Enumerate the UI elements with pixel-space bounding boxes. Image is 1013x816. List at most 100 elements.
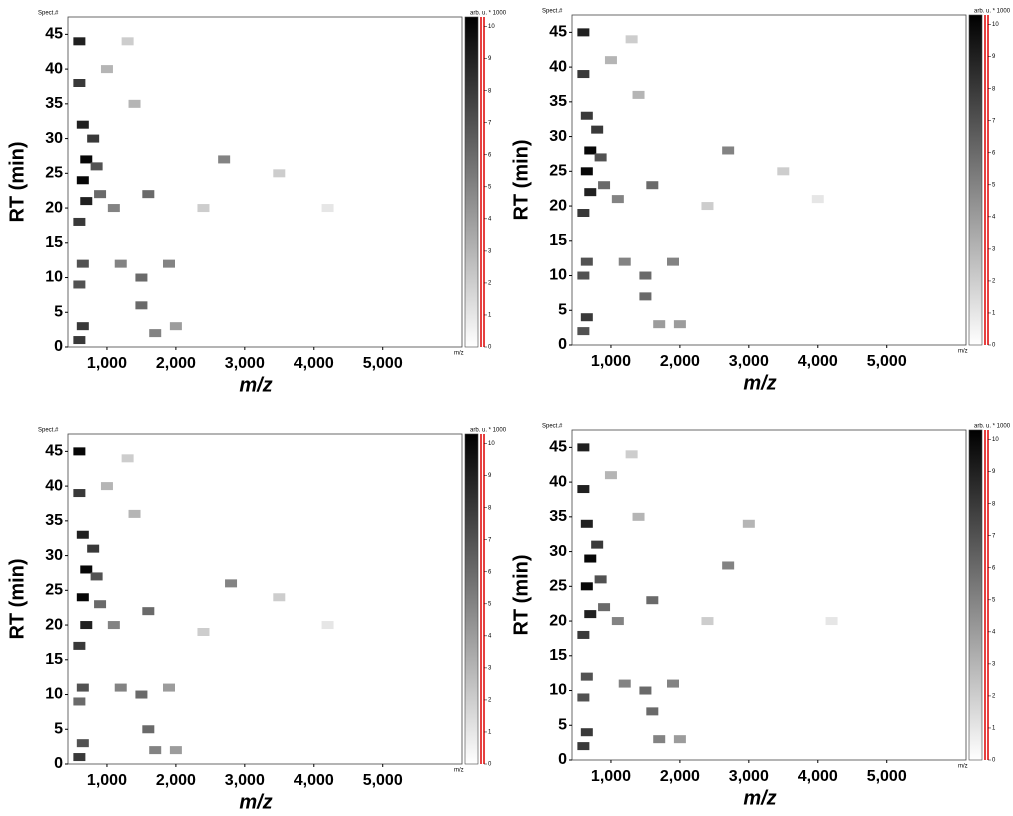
heat-cell (73, 697, 86, 706)
heat-cell (577, 693, 590, 702)
y-tick-label: 45 (45, 443, 63, 460)
heat-cell (80, 197, 93, 206)
heat-cell (73, 217, 86, 226)
y-tick-label: 25 (549, 578, 567, 595)
colorbar-tick-label: 8 (992, 501, 996, 507)
colorbar-tick-label: 5 (992, 182, 996, 188)
heat-cell (225, 579, 238, 588)
heat-cell (591, 540, 604, 549)
heat-cell (73, 489, 86, 498)
y-tick-label: 20 (45, 199, 63, 216)
heat-cell (197, 204, 210, 213)
colorbar-tick-label: 7 (992, 533, 996, 539)
x-axis-label: m/z (743, 372, 776, 394)
x-tick-label: 5,000 (363, 772, 403, 789)
y-tick-label: 0 (54, 338, 63, 355)
heat-cell (591, 125, 604, 134)
colorbar-tick-label: 10 (992, 22, 999, 28)
heat-cell (197, 628, 210, 636)
y-tick-label: 20 (549, 612, 567, 629)
heat-cell (273, 593, 286, 602)
y-tick-label: 35 (549, 508, 567, 525)
colorbar-tick-label: 2 (488, 281, 492, 287)
y-tick-label: 35 (45, 95, 63, 112)
heat-cell (639, 271, 652, 280)
heat-cell (653, 320, 666, 329)
colorbar-tick-label: 1 (992, 311, 996, 317)
x-tick-label: 3,000 (729, 768, 769, 785)
x-tick-label: 1,000 (87, 355, 127, 372)
y-tick-label: 15 (45, 651, 63, 668)
x-tick-label: 2,000 (660, 353, 700, 370)
heat-cell (625, 35, 638, 44)
heat-cell (666, 257, 679, 266)
heat-cell (107, 621, 120, 630)
y-tick-label: 25 (45, 582, 63, 599)
heat-cell (625, 450, 638, 459)
colorbar-tick-label: 4 (488, 216, 492, 222)
y-tick-label: 5 (54, 720, 63, 737)
colorbar-tick-label: 4 (488, 633, 492, 639)
colorbar-tick-label: 6 (992, 150, 996, 156)
heat-cell (580, 582, 593, 591)
heat-cell (73, 753, 86, 762)
colorbar-tick-label: 7 (488, 120, 492, 126)
colorbar-tick-label: 7 (488, 537, 492, 543)
heat-cell (577, 28, 590, 37)
y-axis-label: RT (min) (510, 554, 532, 635)
heat-cell (577, 742, 590, 751)
heat-cell (618, 679, 631, 688)
heat-cell (142, 725, 155, 734)
heat-cell (73, 79, 86, 87)
x-tick-label: 2,000 (156, 772, 196, 789)
heat-cell (114, 259, 127, 268)
x-tick-label: 1,000 (87, 772, 127, 789)
colorbar-tick-label: 6 (488, 152, 492, 158)
x-tick-label: 3,000 (225, 772, 265, 789)
heat-cell (594, 575, 607, 584)
heat-cell (639, 292, 652, 301)
colorbar-unit: m/z (454, 768, 464, 774)
heat-cell (73, 641, 86, 650)
colorbar-tick-label: 1 (488, 730, 492, 736)
y-tick-label: 15 (549, 647, 567, 664)
heat-cell (577, 327, 590, 336)
heat-cell (321, 621, 334, 630)
y-axis-label: RT (min) (6, 141, 28, 222)
heat-cell (90, 162, 103, 171)
colorbar-tick-label: 9 (488, 56, 492, 62)
heat-cell (646, 596, 659, 605)
x-tick-label: 2,000 (156, 355, 196, 372)
y-tick-label: 45 (45, 26, 63, 43)
heat-cell (618, 257, 631, 266)
corner-label: Spect.# (38, 11, 59, 17)
heat-cell (598, 181, 611, 190)
heat-cell (94, 600, 107, 609)
heat-cell (169, 746, 182, 755)
y-tick-label: 5 (558, 301, 567, 318)
colorbar-tick-label: 10 (488, 24, 495, 30)
heat-cell (604, 471, 617, 480)
heat-cell (632, 512, 645, 521)
heat-cell (722, 146, 735, 155)
colorbar-tick-label: 0 (992, 758, 996, 764)
colorbar-tick-label: 5 (488, 601, 492, 607)
y-tick-label: 25 (45, 165, 63, 182)
heat-cell (135, 690, 148, 699)
heat-cell (811, 195, 824, 204)
y-tick-label: 5 (54, 303, 63, 320)
colorbar (968, 14, 983, 346)
heat-cell (100, 65, 113, 74)
y-tick-label: 40 (45, 477, 63, 494)
heat-cell (584, 610, 597, 619)
colorbar-tick-label: 2 (488, 698, 492, 704)
colorbar-tick-label: 2 (992, 694, 996, 700)
x-tick-label: 3,000 (225, 355, 265, 372)
colorbar-tick-label: 6 (992, 565, 996, 571)
heat-cell (580, 167, 593, 176)
heat-cell (73, 37, 86, 46)
y-tick-label: 45 (549, 24, 567, 41)
x-tick-label: 4,000 (798, 353, 838, 370)
